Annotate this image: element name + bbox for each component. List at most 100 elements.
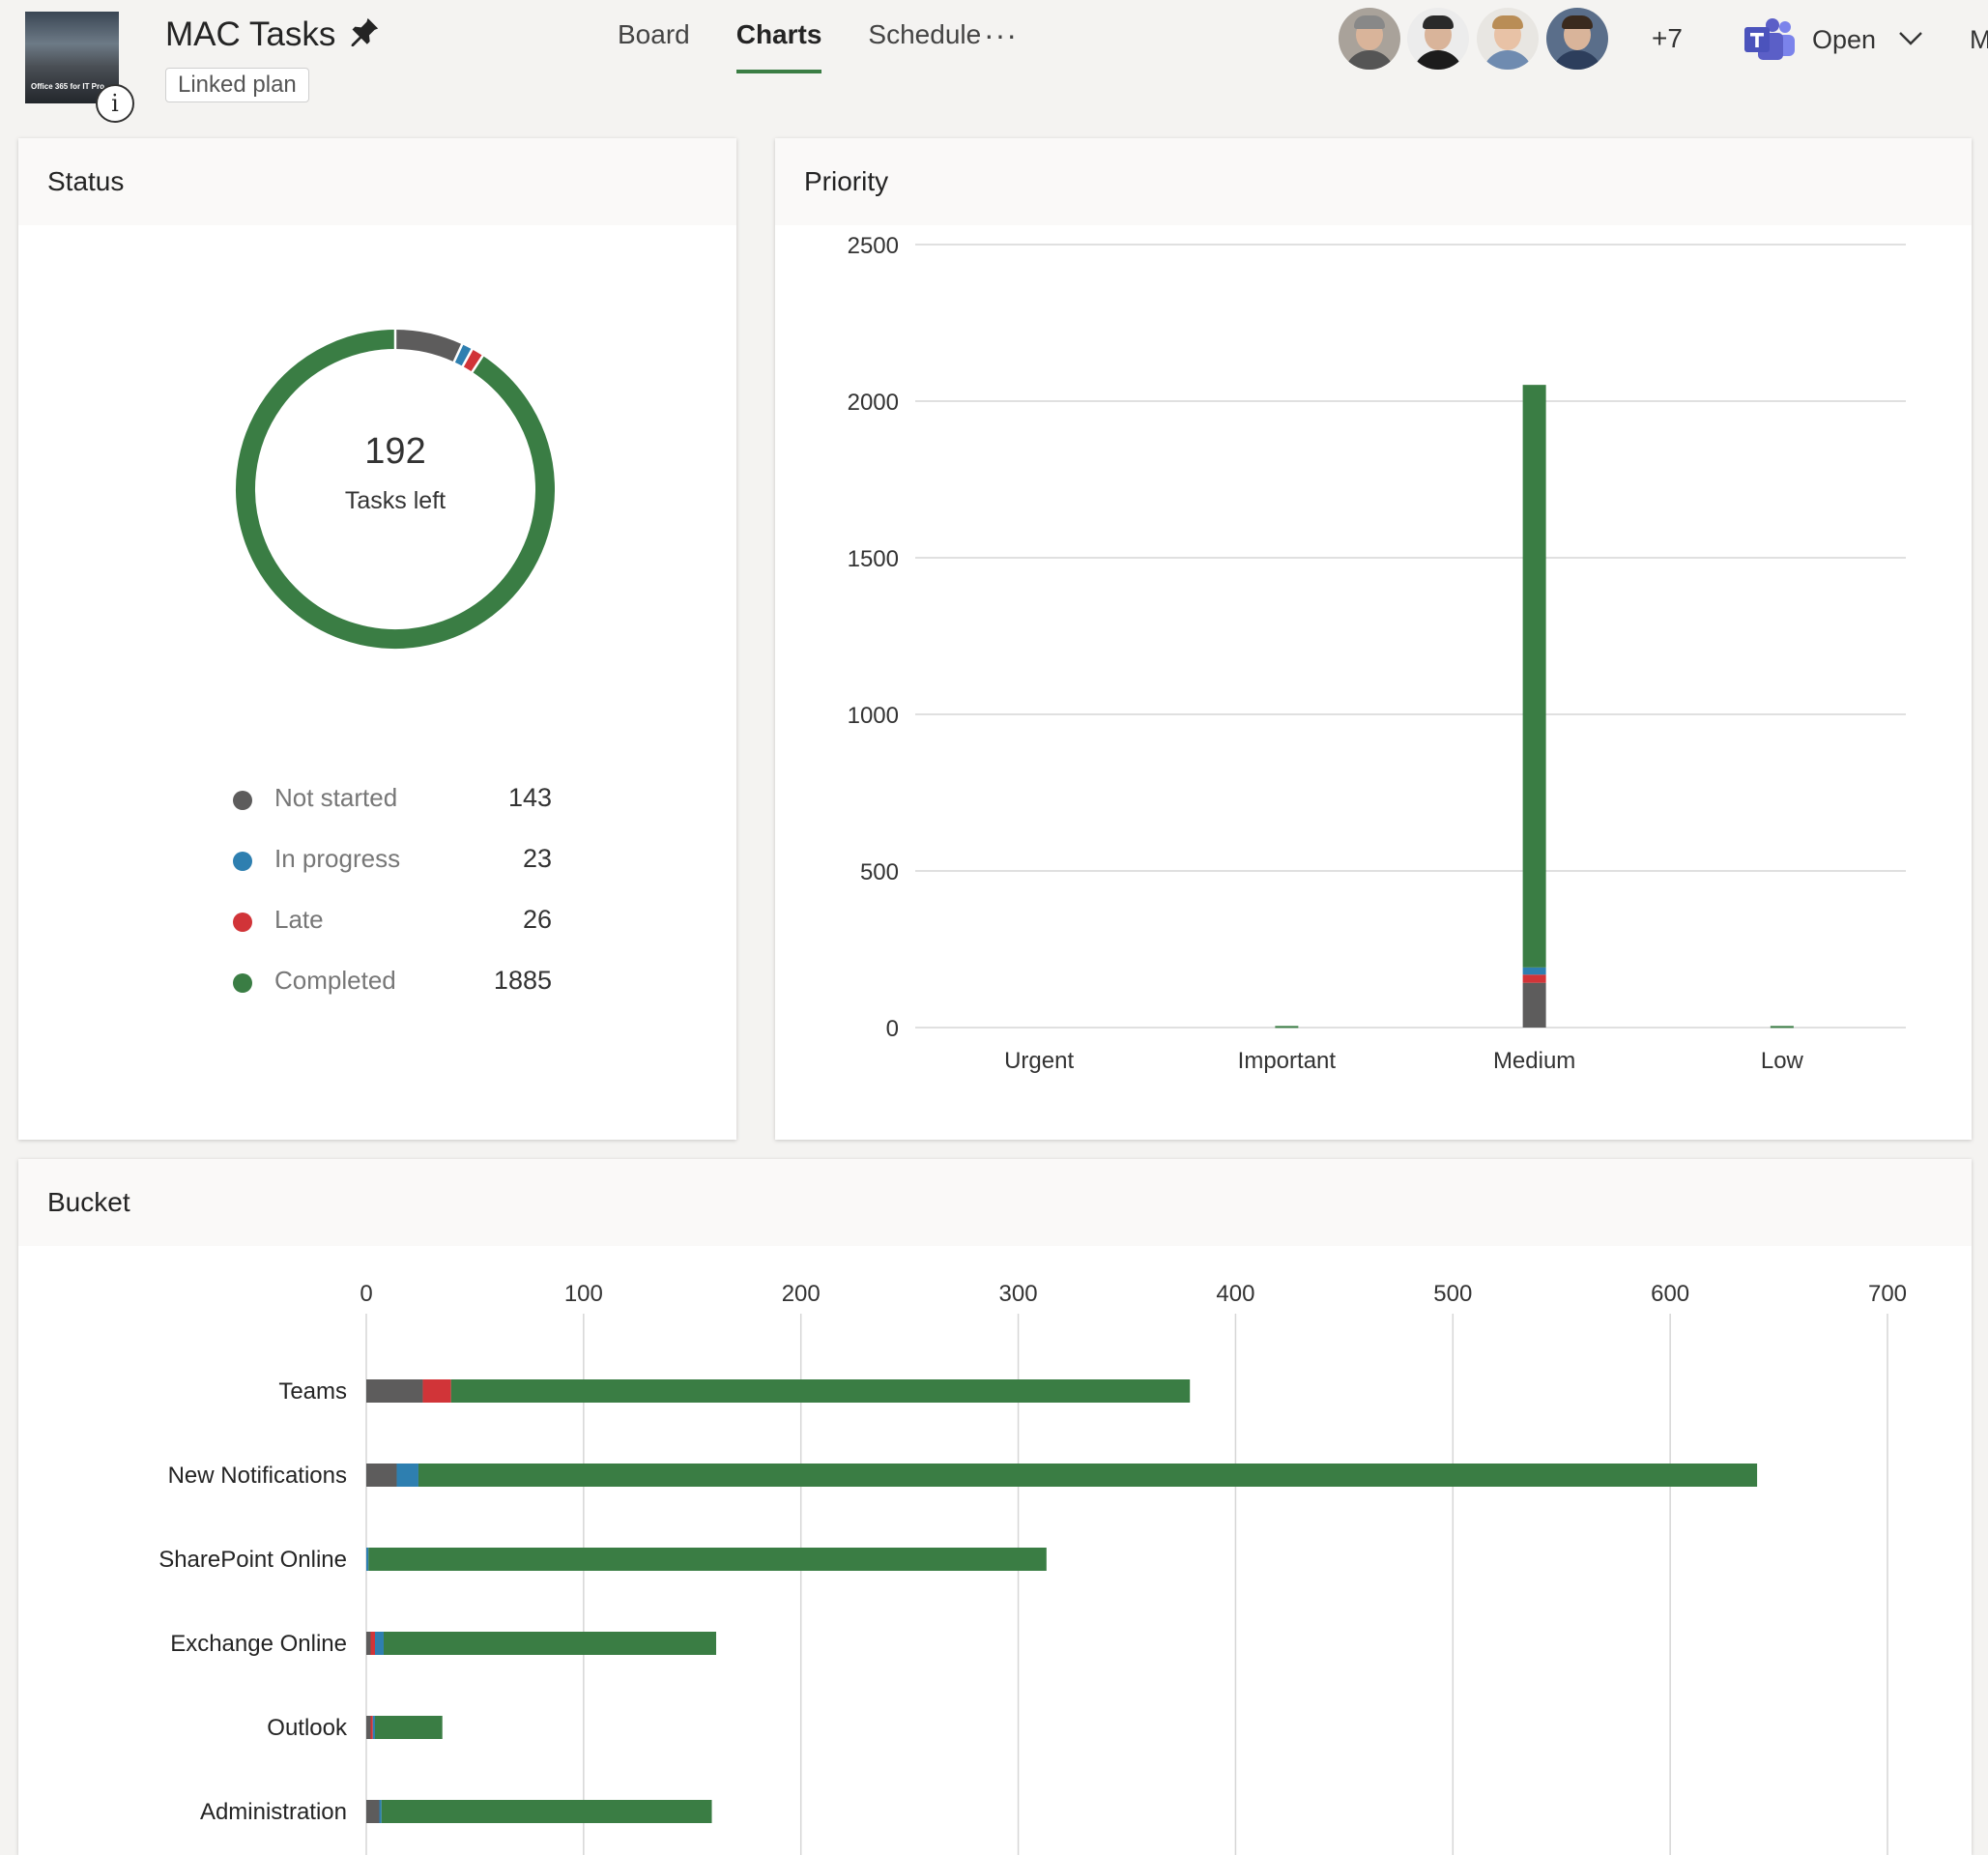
tasks-left-label: Tasks left [344, 487, 447, 514]
bucket-bar-outlook-late [370, 1716, 373, 1739]
legend-value: 23 [522, 844, 552, 873]
legend-value: 26 [522, 905, 552, 934]
bucket-card: Bucket 0 100 200 300 400 500 600 700 Teams New No… [18, 1159, 1972, 1855]
priority-x-tick-label: Important [1238, 1048, 1337, 1074]
status-card-header: Status [18, 138, 736, 225]
legend-item-in-progress: In progress 23 [233, 842, 552, 903]
bucket-y-tick-label: New Notifications [168, 1463, 347, 1489]
member-avatar[interactable] [1477, 8, 1539, 70]
donut-slice-completed [236, 330, 555, 649]
priority-y-tick-label: 0 [886, 1016, 899, 1042]
priority-x-tick-label: Medium [1493, 1048, 1575, 1074]
tab-charts[interactable]: Charts [713, 19, 846, 73]
legend-label: Late [274, 905, 324, 934]
member-avatar[interactable] [1339, 8, 1400, 70]
priority-bar-medium-in-progress [1522, 967, 1546, 975]
bucket-y-tick-label: Exchange Online [170, 1631, 347, 1657]
status-card: Status 192 Tasks left Not started 143 In… [18, 138, 736, 1140]
completed-dot [233, 973, 252, 993]
bucket-bar-outlook-completed [374, 1716, 443, 1739]
priority-bar-chart: 0 500 1000 1500 2000 2500 Urgent Important Mediu… [848, 233, 1906, 1074]
priority-y-tick-label: 500 [860, 859, 899, 885]
pin-icon[interactable] [348, 15, 381, 48]
priority-y-tick-label: 1500 [848, 546, 899, 572]
priority-x-tick-label: Low [1761, 1048, 1804, 1074]
not-started-dot [233, 791, 252, 810]
bucket-y-tick-label: Teams [278, 1378, 347, 1405]
bucket-x-tick-label: 300 [999, 1281, 1038, 1307]
plan-thumbnail[interactable]: Office 365 for IT Pro [25, 12, 119, 103]
bucket-bar-administration-in-progress [379, 1800, 382, 1823]
teams-icon[interactable] [1743, 17, 1797, 64]
priority-bar-important-completed [1275, 1026, 1299, 1029]
legend-value: 1885 [493, 966, 552, 995]
donut-slice-separator [452, 342, 464, 363]
linked-plan-badge: Linked plan [165, 68, 309, 102]
priority-title: Priority [804, 166, 889, 196]
tab-board[interactable]: Board [618, 19, 690, 49]
bucket-bar-sharepoint-online-completed [368, 1548, 1047, 1571]
priority-card-header: Priority [775, 138, 1972, 225]
donut-slice-separator [461, 347, 474, 368]
donut-slice-not-started [394, 330, 463, 362]
bucket-bar-exchange-online-completed [383, 1632, 717, 1655]
bucket-bar-teams-not-started [366, 1379, 423, 1403]
priority-bar-medium-completed [1522, 385, 1546, 968]
priority-bar-medium-not-started [1522, 982, 1546, 1028]
legend-value: 143 [507, 783, 552, 812]
donut-slice-late [462, 349, 483, 372]
priority-card: Priority 0 500 1000 1500 2000 2500 Urgent Impor… [775, 138, 1972, 1140]
status-title: Status [47, 166, 125, 196]
bucket-card-header: Bucket [18, 1159, 1972, 1246]
view-tabs: Board Charts Schedule [594, 19, 1004, 73]
legend-item-not-started: Not started 143 [233, 781, 552, 842]
more-options-icon[interactable]: ··· [984, 17, 1018, 52]
bucket-bar-teams-completed [450, 1379, 1191, 1403]
chevron-down-icon[interactable] [1897, 29, 1924, 48]
cut-off-text: M [1970, 25, 1988, 54]
status-donut-chart: 192 Tasks left [226, 320, 564, 658]
bucket-bar-new-notifications-completed [418, 1464, 1758, 1487]
legend-label: Not started [274, 783, 398, 812]
bucket-bar-new-notifications-not-started [366, 1464, 397, 1487]
tab-schedule[interactable]: Schedule [868, 19, 982, 49]
donut-slice-in-progress [453, 344, 473, 366]
donut-slice-separator [470, 354, 485, 374]
bucket-x-tick-label: 0 [360, 1281, 372, 1307]
bucket-bar-administration-not-started [366, 1800, 380, 1823]
tasks-left-count: 192 [364, 431, 426, 472]
member-avatar[interactable] [1407, 8, 1469, 70]
bucket-y-tick-label: Administration [200, 1799, 347, 1825]
bucket-bar-chart: 0 100 200 300 400 500 600 700 Teams New Notificat… [158, 1281, 1907, 1855]
priority-bar-low-completed [1770, 1026, 1794, 1029]
info-icon[interactable]: i [96, 84, 134, 123]
plan-thumbnail-text: Office 365 for IT Pro [31, 82, 105, 91]
open-teams-button[interactable]: Open [1812, 25, 1877, 54]
priority-bar-medium-late [1522, 974, 1546, 983]
member-avatar[interactable] [1546, 8, 1608, 70]
bucket-y-tick-label: Outlook [267, 1715, 348, 1741]
bucket-x-tick-label: 500 [1433, 1281, 1472, 1307]
bucket-y-tick-label: SharePoint Online [158, 1547, 347, 1573]
bucket-bar-administration-completed [381, 1800, 712, 1823]
bucket-bar-sharepoint-online-in-progress [366, 1548, 369, 1571]
priority-y-tick-label: 2000 [848, 390, 899, 416]
bucket-bar-outlook-not-started [366, 1716, 371, 1739]
legend-label: Completed [274, 966, 396, 995]
extra-members-count[interactable]: +7 [1652, 23, 1683, 53]
bucket-bar-new-notifications-in-progress [396, 1464, 418, 1487]
bucket-bar-outlook-in-progress [372, 1716, 375, 1739]
legend-item-completed: Completed 1885 [233, 964, 552, 1025]
bucket-x-tick-label: 100 [564, 1281, 603, 1307]
priority-y-tick-label: 2500 [848, 233, 899, 259]
bucket-bar-exchange-online-in-progress [374, 1632, 384, 1655]
status-donut-svg [236, 329, 555, 649]
legend-item-late: Late 26 [233, 903, 552, 964]
bucket-x-tick-label: 200 [782, 1281, 821, 1307]
bucket-bar-exchange-online-late [370, 1632, 375, 1655]
top-bar: Office 365 for IT Pro i MAC Tasks Linked… [0, 0, 1988, 135]
bucket-bar-teams-late [422, 1379, 451, 1403]
bucket-bar-exchange-online-not-started [366, 1632, 371, 1655]
status-legend: Not started 143 In progress 23 Late 26 C… [233, 781, 552, 1025]
bucket-x-tick-label: 600 [1651, 1281, 1689, 1307]
